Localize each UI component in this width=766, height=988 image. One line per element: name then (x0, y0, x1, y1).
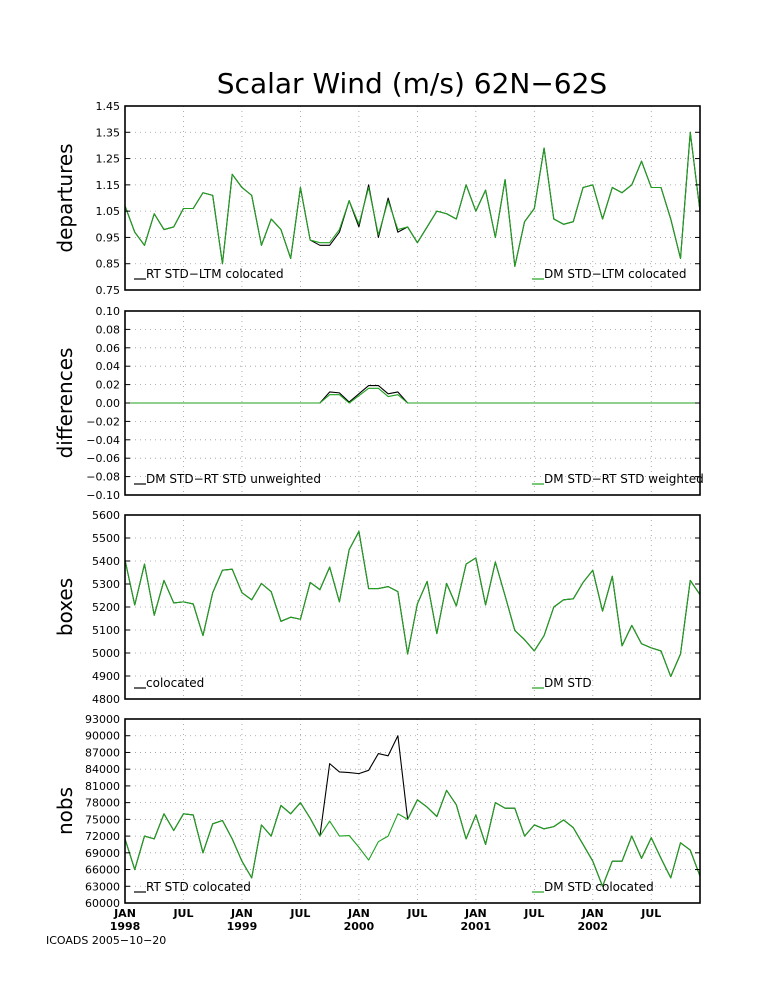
y-tick-label: 5600 (92, 509, 120, 522)
legend-label: RT STD colocated (146, 880, 251, 894)
legend-label: colocated (146, 676, 204, 690)
x-tick-label-year: 2000 (344, 920, 375, 933)
legend-label: DM STD colocated (544, 880, 654, 894)
x-tick-label-month: JUL (523, 907, 544, 920)
panel-differences: −0.10 −0.08 −0.06 −0.04 −0.02 0.00 0.02 0.04 0.0… (53, 305, 704, 502)
y-tick-label: 90000 (85, 730, 120, 743)
x-tick-label-month: JUL (289, 907, 310, 920)
series-line-b (124, 789, 701, 887)
x-tick-label-month: JAN (347, 907, 370, 920)
panel-nobs: 60000 63000 66000 69000 72000 75000 78000 81000… (53, 713, 701, 910)
x-tick-label-year: 2002 (577, 920, 608, 933)
legend-label: DM STD−RT STD unweighted (146, 472, 321, 486)
y-tick-label: 60000 (85, 897, 120, 910)
series-line-a (124, 131, 701, 267)
legend-label: DM STD−RT STD weighted (544, 472, 704, 486)
x-axis: JAN JUL JAN JUL JAN JUL JAN JUL JAN JUL 1998 1999 20… (110, 907, 662, 933)
x-tick-label-month: JAN (581, 907, 604, 920)
y-tick-label: 5200 (92, 601, 120, 614)
x-tick-label-month: JAN (113, 907, 136, 920)
x-tick-label-month: JUL (406, 907, 427, 920)
x-tick-label-year: 1999 (227, 920, 258, 933)
y-tick-label: −0.06 (86, 452, 120, 465)
y-tick-label: 5300 (92, 578, 120, 591)
x-tick-label-month: JAN (464, 907, 487, 920)
x-tick-label-year: 2001 (461, 920, 492, 933)
y-tick-label: 0.95 (96, 231, 121, 244)
series-line-a (125, 384, 700, 404)
y-tick-label: 1.35 (96, 126, 121, 139)
legend-label: RT STD−LTM colocated (146, 267, 284, 281)
y-tick-label: −0.04 (86, 434, 120, 447)
panel-frame (124, 514, 701, 700)
y-tick-label: 66000 (85, 864, 120, 877)
legend-label: DM STD (544, 676, 592, 690)
panel-frame (124, 105, 701, 291)
y-tick-label: 5500 (92, 532, 120, 545)
y-tick-label: 93000 (85, 713, 120, 726)
x-tick-label-month: JUL (640, 907, 661, 920)
y-tick-label: 0.75 (96, 284, 121, 297)
y-tick-label: −0.08 (86, 471, 120, 484)
x-tick-label-month: JUL (172, 907, 193, 920)
series-line-b (125, 387, 700, 404)
y-tick-label: −0.10 (86, 489, 120, 502)
y-tick-label: 5400 (92, 555, 120, 568)
y-axis-label: boxes (53, 578, 77, 636)
x-tick-label-year: 1998 (110, 920, 141, 933)
series-line-a (124, 530, 701, 678)
y-tick-label: 0.06 (96, 342, 121, 355)
y-tick-label: 0.00 (96, 397, 121, 410)
chart-title: Scalar Wind (m/s) 62N−62S (217, 67, 607, 100)
y-tick-label: 69000 (85, 847, 120, 860)
y-tick-label: 1.15 (96, 179, 121, 192)
panel-departures: 0.75 0.85 0.95 1.05 1.15 1.25 1.35 1.45 departur… (53, 100, 701, 297)
y-tick-label: 4900 (92, 670, 120, 683)
panel-boxes: 4800 4900 5000 5100 5200 5300 5400 5500 5600 boxe… (53, 509, 701, 706)
y-tick-label: −0.02 (86, 415, 120, 428)
y-tick-label: 1.25 (96, 153, 121, 166)
y-tick-label: 78000 (85, 797, 120, 810)
y-tick-label: 0.10 (96, 305, 121, 318)
y-tick-label: 5100 (92, 624, 120, 637)
y-tick-label: 81000 (85, 780, 120, 793)
legend-label: DM STD−LTM colocated (544, 267, 686, 281)
y-tick-label: 1.05 (96, 205, 121, 218)
footer-label: ICOADS 2005−10−20 (46, 934, 166, 947)
y-tick-label: 72000 (85, 830, 120, 843)
y-tick-label: 84000 (85, 763, 120, 776)
series-line-a (124, 735, 701, 887)
y-axis-label: departures (53, 143, 77, 252)
y-tick-label: 0.85 (96, 258, 121, 271)
y-tick-label: 0.08 (96, 323, 121, 336)
series-line-b (124, 530, 701, 678)
y-tick-label: 4800 (92, 693, 120, 706)
y-tick-label: 63000 (85, 880, 120, 893)
y-tick-label: 0.02 (96, 379, 121, 392)
y-tick-label: 0.04 (96, 360, 121, 373)
y-tick-label: 5000 (92, 647, 120, 660)
y-tick-label: 1.45 (96, 100, 121, 113)
series-line-b (124, 131, 701, 267)
y-axis-label: differences (53, 348, 77, 459)
y-axis-label: nobs (53, 787, 77, 835)
x-tick-label-month: JAN (230, 907, 253, 920)
y-tick-label: 87000 (85, 746, 120, 759)
y-tick-label: 75000 (85, 813, 120, 826)
panel-frame (124, 718, 701, 904)
